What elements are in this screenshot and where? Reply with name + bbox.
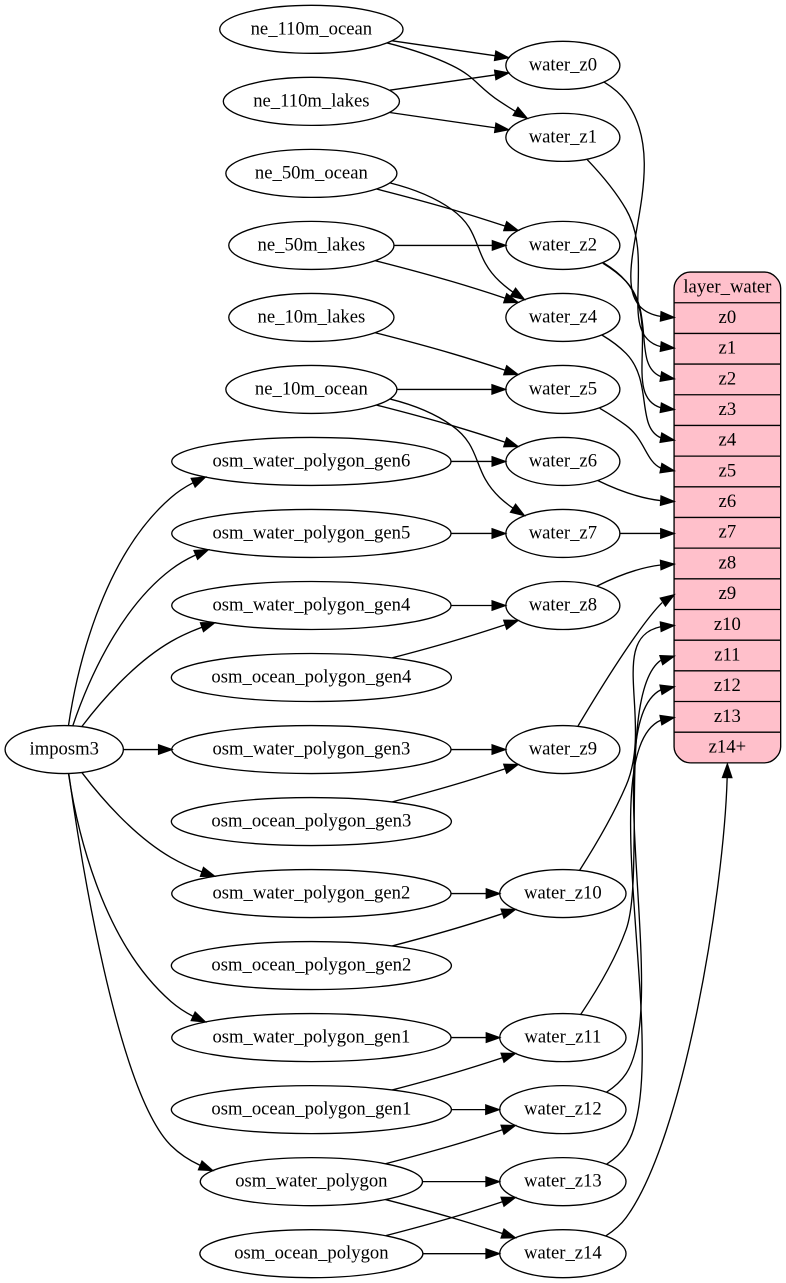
svg-text:layer_water: layer_water (683, 276, 772, 297)
svg-text:water_z14: water_z14 (524, 1243, 602, 1264)
svg-text:osm_ocean_polygon_gen2: osm_ocean_polygon_gen2 (211, 955, 411, 976)
svg-text:z10: z10 (714, 614, 741, 635)
svg-text:z13: z13 (714, 706, 741, 727)
svg-text:water_z9: water_z9 (529, 738, 597, 759)
svg-text:ne_50m_lakes: ne_50m_lakes (258, 234, 366, 255)
svg-text:z4: z4 (719, 430, 737, 451)
svg-text:water_z10: water_z10 (524, 882, 602, 903)
svg-text:osm_water_polygon_gen3: osm_water_polygon_gen3 (212, 738, 410, 759)
svg-text:water_z6: water_z6 (529, 450, 597, 471)
svg-text:z11: z11 (714, 644, 740, 665)
svg-text:osm_ocean_polygon_gen4: osm_ocean_polygon_gen4 (211, 666, 412, 687)
svg-text:water_z2: water_z2 (529, 234, 597, 255)
svg-text:osm_water_polygon_gen2: osm_water_polygon_gen2 (212, 882, 410, 903)
svg-text:z1: z1 (719, 338, 737, 359)
svg-text:water_z7: water_z7 (529, 522, 597, 543)
svg-text:z3: z3 (719, 399, 737, 420)
svg-text:water_z0: water_z0 (529, 54, 597, 75)
svg-text:osm_water_polygon_gen6: osm_water_polygon_gen6 (212, 450, 410, 471)
svg-text:water_z11: water_z11 (524, 1027, 601, 1048)
svg-text:water_z4: water_z4 (529, 306, 598, 327)
svg-text:osm_ocean_polygon_gen1: osm_ocean_polygon_gen1 (211, 1099, 411, 1120)
svg-text:water_z13: water_z13 (524, 1171, 602, 1192)
svg-text:water_z5: water_z5 (529, 378, 597, 399)
svg-text:osm_ocean_polygon: osm_ocean_polygon (234, 1243, 389, 1264)
svg-text:water_z12: water_z12 (524, 1099, 602, 1120)
svg-text:osm_ocean_polygon_gen3: osm_ocean_polygon_gen3 (211, 810, 411, 831)
svg-text:osm_water_polygon: osm_water_polygon (235, 1171, 388, 1192)
svg-text:ne_110m_ocean: ne_110m_ocean (251, 18, 373, 39)
svg-text:z7: z7 (719, 522, 737, 543)
svg-text:z14+: z14+ (709, 736, 746, 757)
svg-text:water_z1: water_z1 (529, 126, 597, 147)
svg-text:z8: z8 (719, 552, 737, 573)
svg-text:ne_110m_lakes: ne_110m_lakes (253, 90, 369, 111)
svg-text:z2: z2 (719, 368, 737, 389)
svg-text:ne_10m_lakes: ne_10m_lakes (258, 306, 366, 327)
svg-text:osm_water_polygon_gen1: osm_water_polygon_gen1 (212, 1027, 410, 1048)
svg-text:osm_water_polygon_gen5: osm_water_polygon_gen5 (212, 522, 410, 543)
svg-text:z6: z6 (719, 491, 737, 512)
svg-text:z12: z12 (714, 675, 741, 696)
svg-text:osm_water_polygon_gen4: osm_water_polygon_gen4 (212, 594, 411, 615)
svg-text:z5: z5 (719, 460, 737, 481)
svg-text:imposm3: imposm3 (30, 738, 99, 759)
svg-text:z9: z9 (719, 583, 737, 604)
svg-text:water_z8: water_z8 (529, 594, 597, 615)
svg-text:ne_10m_ocean: ne_10m_ocean (255, 378, 369, 399)
svg-text:ne_50m_ocean: ne_50m_ocean (255, 162, 369, 183)
svg-text:z0: z0 (719, 307, 737, 328)
